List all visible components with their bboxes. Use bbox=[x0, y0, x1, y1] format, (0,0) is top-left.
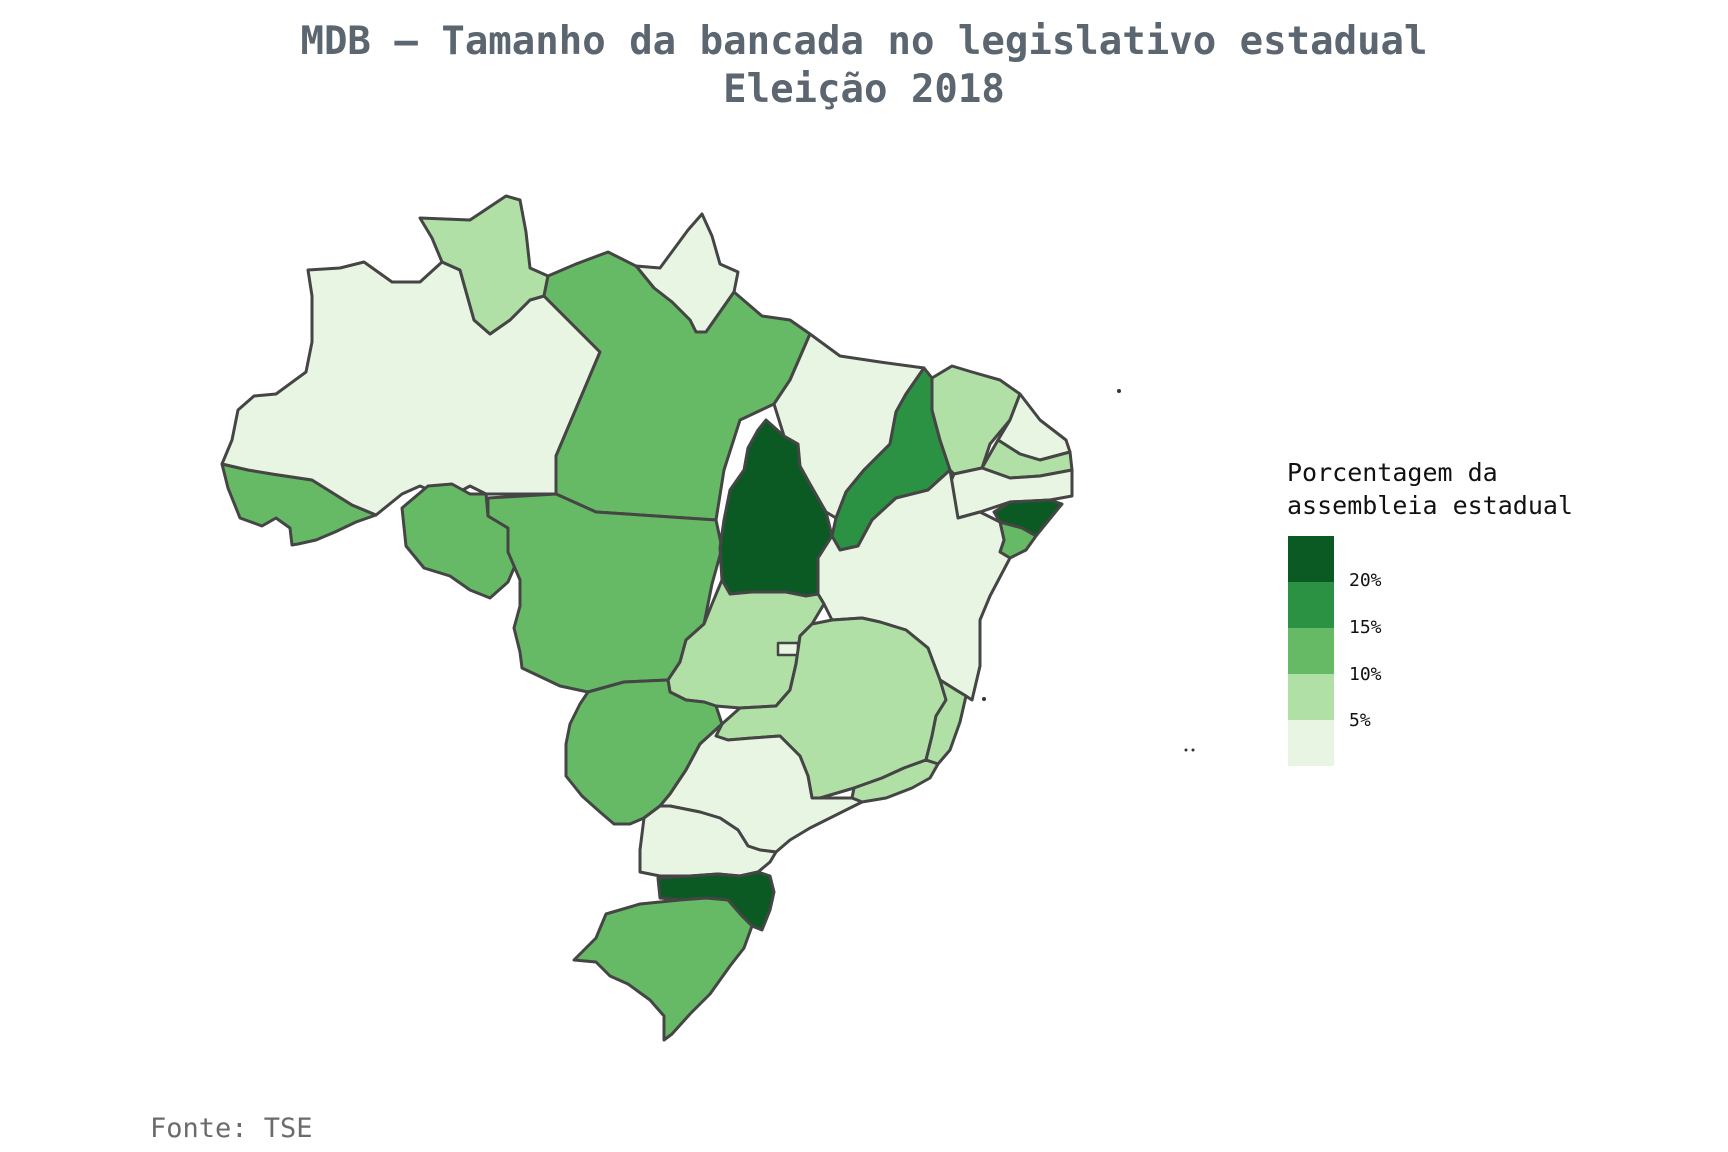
state-BA[interactable] bbox=[816, 468, 1012, 702]
source-note: Fonte: TSE bbox=[150, 1113, 313, 1144]
legend-swatch-2 bbox=[1288, 582, 1334, 628]
legend-title: Porcentagem da assembleia estadual bbox=[1287, 458, 1573, 520]
title-line-2: Eleição 2018 bbox=[723, 67, 1005, 112]
legend-label-5: 5% bbox=[1349, 710, 1371, 731]
map-title: MDB – Tamanho da bancada no legislativo … bbox=[0, 18, 1728, 114]
state-RR[interactable] bbox=[418, 194, 550, 336]
state-PR[interactable] bbox=[638, 804, 778, 878]
legend-label-15: 15% bbox=[1349, 617, 1382, 638]
state-RS[interactable] bbox=[572, 896, 754, 1042]
legend-swatch-3 bbox=[1288, 628, 1334, 674]
legend-swatch-4 bbox=[1288, 674, 1334, 720]
legend-swatch-1 bbox=[1288, 536, 1334, 582]
legend-label-10: 10% bbox=[1349, 664, 1382, 685]
title-line-1: MDB – Tamanho da bancada no legislativo … bbox=[300, 19, 1428, 64]
legend-swatch-5 bbox=[1288, 720, 1334, 766]
state-DF[interactable] bbox=[776, 641, 800, 657]
legend-label-20: 20% bbox=[1349, 570, 1382, 591]
state-RJ[interactable] bbox=[850, 758, 940, 804]
state-CE[interactable] bbox=[930, 364, 1022, 476]
